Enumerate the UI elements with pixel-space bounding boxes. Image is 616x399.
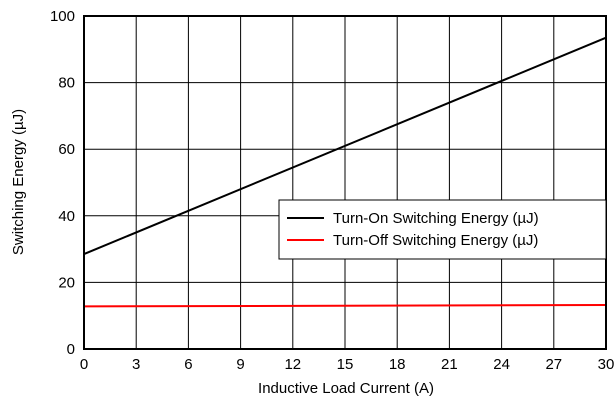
- x-tick-label: 18: [389, 356, 406, 373]
- x-tick-label: 9: [236, 356, 244, 373]
- x-tick-label: 6: [184, 356, 192, 373]
- series-line-1: [83, 304, 607, 308]
- y-axis-title: Switching Energy (µJ): [10, 109, 27, 255]
- x-tick-label: 0: [80, 356, 88, 373]
- x-tick-label: 30: [598, 356, 615, 373]
- legend-box: [278, 199, 607, 260]
- x-axis-tick-labels: 0 3 6 9 12 15 18 21 24 27 30: [80, 356, 615, 373]
- series-line-0: [83, 36, 607, 256]
- series-layer: [83, 36, 607, 308]
- x-tick-label: 12: [284, 356, 301, 373]
- grid: [83, 15, 607, 350]
- x-axis-title: Inductive Load Current (A): [258, 380, 434, 397]
- legend-label-turn-on: Turn-On Switching Energy (µJ): [333, 210, 539, 227]
- y-tick-label: 40: [58, 208, 75, 225]
- y-tick-label: 100: [50, 8, 75, 25]
- x-tick-label: 24: [493, 356, 510, 373]
- x-tick-label: 15: [337, 356, 354, 373]
- plot-area-frame: [83, 15, 607, 350]
- legend: Turn-On Switching Energy (µJ) Turn-Off S…: [278, 199, 607, 260]
- x-tick-label: 27: [545, 356, 562, 373]
- y-tick-label: 60: [58, 141, 75, 158]
- legend-label-turn-off: Turn-Off Switching Energy (µJ): [333, 232, 538, 249]
- y-axis-tick-labels: 0 20 40 60 80 100: [50, 8, 75, 358]
- x-tick-label: 21: [441, 356, 458, 373]
- y-tick-label: 80: [58, 75, 75, 92]
- y-tick-label: 0: [67, 341, 75, 358]
- y-tick-label: 20: [58, 274, 75, 291]
- x-tick-label: 3: [132, 356, 140, 373]
